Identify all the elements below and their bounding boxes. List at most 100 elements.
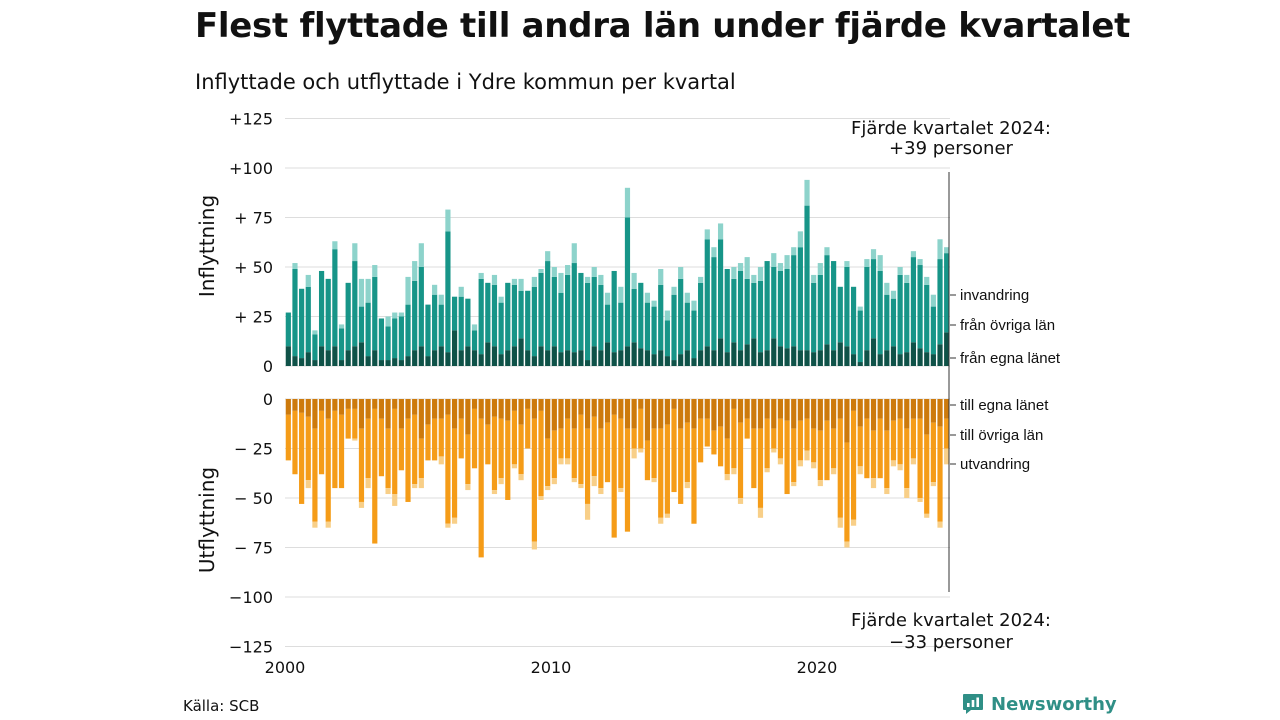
bar-emigration bbox=[684, 482, 690, 489]
bar-in-own-county bbox=[684, 350, 690, 366]
bar-in-other-counties bbox=[591, 276, 597, 347]
bar-immigration bbox=[338, 324, 345, 329]
bar-in-other-counties bbox=[538, 272, 544, 347]
bar-out-own-county bbox=[491, 399, 498, 417]
bar-out-own-county bbox=[398, 399, 404, 429]
bar-out-other-counties bbox=[784, 420, 790, 495]
bar-out-other-counties bbox=[578, 414, 584, 485]
bar-in-own-county bbox=[511, 346, 518, 366]
bar-out-own-county bbox=[890, 399, 897, 421]
bar-in-other-counties bbox=[937, 259, 943, 345]
bar-out-other-counties bbox=[471, 408, 478, 469]
bar-out-own-county bbox=[618, 399, 624, 419]
bar-immigration bbox=[312, 330, 318, 335]
bar-out-other-counties bbox=[345, 408, 351, 439]
bar-immigration bbox=[737, 263, 744, 271]
bar-out-own-county bbox=[425, 399, 431, 425]
legend-label-fran-ovriga-lan: från övriga län bbox=[960, 317, 1055, 334]
bar-in-other-counties bbox=[318, 270, 325, 347]
bar-in-own-county bbox=[877, 354, 883, 366]
bar-out-other-counties bbox=[445, 414, 451, 524]
bar-in-own-county bbox=[591, 346, 597, 366]
bar-out-own-county bbox=[804, 399, 810, 419]
bar-emigration bbox=[385, 488, 391, 495]
bar-in-other-counties bbox=[372, 276, 378, 351]
bar-emigration bbox=[312, 521, 318, 528]
bar-in-other-counties bbox=[717, 239, 724, 339]
bar-out-other-counties bbox=[505, 420, 511, 500]
bar-emigration bbox=[731, 468, 737, 475]
bar-immigration bbox=[352, 243, 358, 262]
bar-in-other-counties bbox=[678, 278, 684, 355]
bar-emigration bbox=[445, 523, 451, 528]
bar-in-other-counties bbox=[890, 298, 897, 347]
bar-out-own-county bbox=[651, 399, 657, 429]
bar-out-own-county bbox=[910, 399, 917, 419]
bar-immigration bbox=[744, 257, 750, 279]
bar-in-own-county bbox=[598, 350, 604, 366]
bar-out-own-county bbox=[318, 399, 325, 411]
annotation-top-title: Fjärde kvartalet 2024: bbox=[851, 118, 1051, 139]
bar-immigration bbox=[864, 259, 870, 267]
y-axis-title-top: Inflyttning bbox=[195, 195, 219, 297]
bar-in-own-county bbox=[890, 346, 897, 366]
bar-immigration bbox=[910, 251, 917, 258]
bar-immigration bbox=[684, 292, 690, 303]
bar-emigration bbox=[837, 517, 843, 528]
bar-in-other-counties bbox=[392, 318, 398, 359]
bar-in-other-counties bbox=[458, 296, 464, 351]
bar-out-own-county bbox=[904, 399, 910, 429]
bar-out-own-county bbox=[305, 399, 311, 417]
bar-out-other-counties bbox=[305, 416, 311, 481]
bar-in-own-county bbox=[618, 350, 624, 366]
bar-immigration bbox=[498, 296, 504, 303]
bar-out-other-counties bbox=[558, 428, 564, 459]
bar-immigration bbox=[698, 276, 704, 283]
bar-immigration bbox=[930, 294, 936, 307]
bar-out-own-county bbox=[458, 399, 464, 419]
bar-immigration bbox=[372, 265, 378, 277]
x-tick-label: 2010 bbox=[531, 658, 572, 677]
bar-out-other-counties bbox=[844, 442, 850, 542]
bar-out-other-counties bbox=[638, 408, 644, 449]
bar-out-other-counties bbox=[458, 418, 464, 459]
bar-in-own-county bbox=[691, 358, 697, 366]
bar-out-own-county bbox=[924, 399, 930, 435]
bar-out-other-counties bbox=[584, 428, 591, 504]
bar-out-own-county bbox=[299, 399, 305, 413]
bar-emigration bbox=[438, 456, 444, 465]
bar-in-other-counties bbox=[644, 302, 651, 351]
bar-in-own-county bbox=[418, 346, 424, 366]
bar-in-other-counties bbox=[837, 286, 843, 343]
bar-out-own-county bbox=[465, 399, 471, 435]
bar-out-other-counties bbox=[877, 418, 883, 479]
bar-in-own-county bbox=[658, 350, 664, 366]
bar-out-own-county bbox=[857, 399, 863, 427]
legend-label-till-egna-lanet: till egna länet bbox=[960, 397, 1049, 414]
bar-out-own-county bbox=[578, 399, 584, 415]
bar-out-other-counties bbox=[944, 418, 950, 449]
y-tick-label: +100 bbox=[229, 159, 273, 178]
bar-out-other-counties bbox=[917, 418, 923, 498]
bar-in-other-counties bbox=[598, 284, 604, 351]
bar-immigration bbox=[890, 290, 897, 299]
bar-in-other-counties bbox=[518, 290, 524, 339]
bar-in-own-county bbox=[498, 354, 504, 366]
y-tick-label: +125 bbox=[229, 110, 273, 129]
bar-out-other-counties bbox=[432, 418, 438, 461]
bar-out-own-county bbox=[545, 399, 551, 439]
legend-label-utvandring: utvandring bbox=[960, 456, 1030, 473]
bar-immigration bbox=[445, 209, 451, 232]
bar-emigration bbox=[511, 464, 518, 469]
bar-in-own-county bbox=[491, 346, 498, 366]
bar-in-other-counties bbox=[412, 280, 418, 351]
bar-in-own-county bbox=[352, 346, 358, 366]
bar-out-own-county bbox=[764, 399, 770, 419]
bar-out-other-counties bbox=[551, 430, 557, 479]
bar-in-other-counties bbox=[345, 282, 351, 351]
bar-out-other-counties bbox=[890, 420, 897, 461]
bar-immigration bbox=[704, 229, 710, 240]
bar-emigration bbox=[618, 488, 624, 493]
bar-immigration bbox=[478, 272, 484, 279]
bar-out-own-county bbox=[837, 399, 843, 419]
